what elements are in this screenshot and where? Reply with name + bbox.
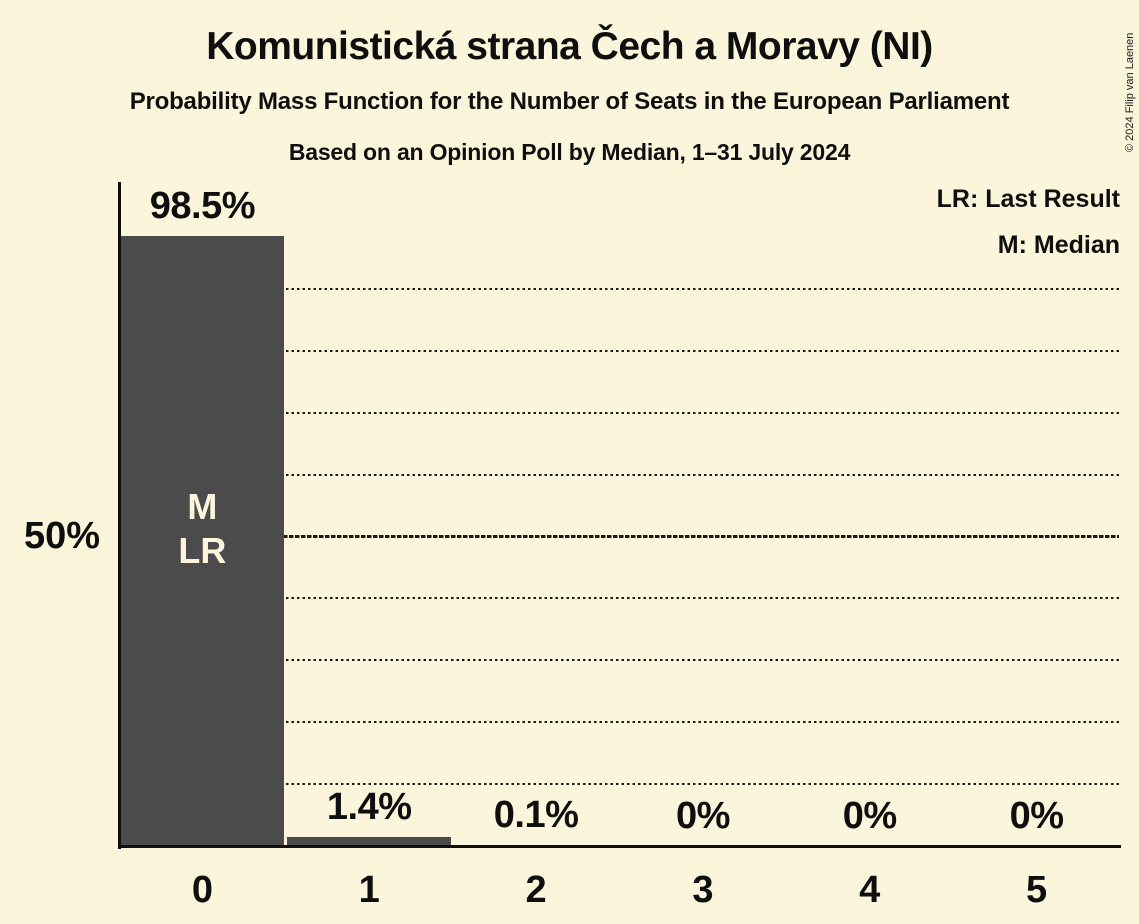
chart-source-note: Based on an Opinion Poll by Median, 1–31… (288, 139, 851, 165)
value-label-seats-2: 0.1% (493, 794, 579, 837)
bar-annotation-seats-0: M LR (119, 485, 286, 573)
x-tick-5: 5 (1026, 869, 1048, 911)
bar-annotation-line: LR (178, 530, 227, 571)
bar-seats-1 (287, 837, 452, 848)
x-tick-3: 3 (692, 869, 714, 911)
y-axis-label: 50% (23, 515, 100, 557)
x-tick-0: 0 (191, 869, 213, 911)
value-label-seats-5: 0% (1009, 795, 1064, 837)
gridline-20pct (121, 721, 1119, 724)
y-axis-line (118, 182, 121, 849)
value-label-seats-1: 1.4% (326, 786, 412, 829)
gridline-80pct (121, 349, 1119, 352)
chart-title: Komunistická strana Čech a Moravy (NI) (206, 25, 933, 68)
gridline-70pct (121, 411, 1119, 414)
legend-item-median: M: Median (997, 231, 1120, 259)
value-label-seats-0: 98.5% (149, 185, 256, 228)
x-tick-1: 1 (358, 869, 380, 911)
gridline-60pct (121, 473, 1119, 476)
legend: LR: Last Result M: Median (937, 176, 1120, 268)
chart-subtitle: Probability Mass Function for the Number… (129, 88, 1010, 115)
bar-annotation-line: M (187, 486, 218, 527)
value-label-seats-4: 0% (842, 795, 897, 837)
gridline-30pct (121, 659, 1119, 662)
gridline-10pct (121, 783, 1119, 786)
gridline-90pct (121, 287, 1119, 290)
x-tick-2: 2 (525, 869, 547, 911)
gridline-50pct (121, 535, 1119, 538)
bar-seats-0 (120, 236, 285, 848)
legend-item-last-result: LR: Last Result (936, 185, 1120, 213)
x-axis-line (118, 845, 1121, 848)
gridline-40pct (121, 597, 1119, 600)
value-label-seats-3: 0% (675, 795, 730, 837)
x-tick-4: 4 (859, 869, 881, 911)
